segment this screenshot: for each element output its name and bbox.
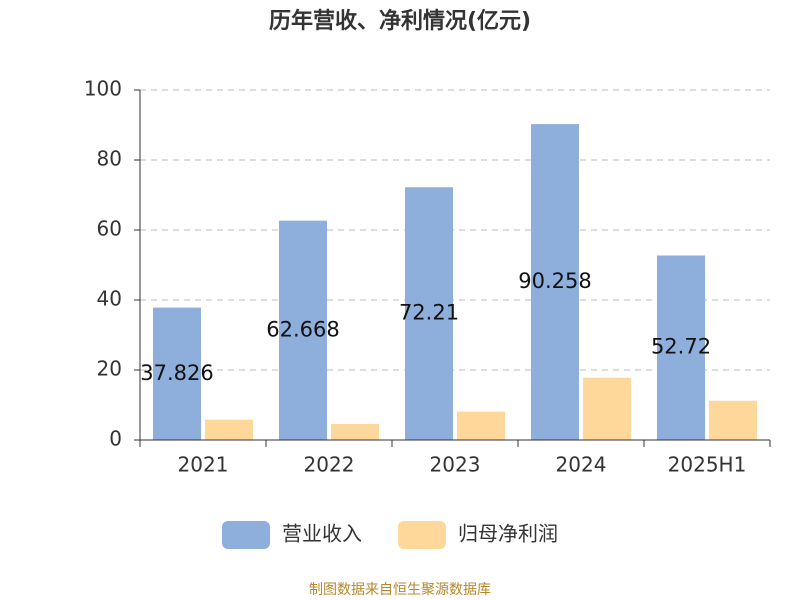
legend-label: 营业收入 bbox=[282, 522, 362, 546]
legend-swatch bbox=[398, 521, 446, 549]
bar bbox=[657, 255, 705, 440]
legend-label: 归母净利润 bbox=[458, 522, 558, 546]
y-tick-label: 40 bbox=[97, 287, 122, 311]
source-note: 制图数据来自恒生聚源数据库 bbox=[309, 582, 491, 598]
x-tick-label: 2025H1 bbox=[668, 453, 747, 477]
bar bbox=[709, 400, 757, 440]
chart-title: 历年营收、净利情况(亿元) bbox=[269, 8, 531, 34]
bar bbox=[583, 377, 631, 440]
y-tick-label: 60 bbox=[97, 217, 122, 241]
y-tick-label: 0 bbox=[109, 427, 122, 451]
x-tick-label: 2023 bbox=[430, 453, 481, 477]
data-label: 52.72 bbox=[651, 335, 711, 359]
legend-swatch bbox=[222, 521, 270, 549]
data-label: 72.21 bbox=[399, 301, 459, 325]
data-label: 90.258 bbox=[518, 269, 591, 293]
x-tick-label: 2024 bbox=[556, 453, 607, 477]
data-label: 62.668 bbox=[266, 317, 339, 341]
y-tick-label: 80 bbox=[97, 147, 122, 171]
bar bbox=[457, 411, 505, 440]
bar bbox=[331, 423, 379, 440]
bar bbox=[405, 187, 453, 440]
bar bbox=[205, 419, 253, 440]
bar bbox=[531, 124, 579, 441]
data-label: 37.826 bbox=[140, 361, 213, 385]
x-tick-label: 2022 bbox=[304, 453, 355, 477]
bar bbox=[153, 307, 201, 440]
bar bbox=[279, 220, 327, 440]
y-tick-label: 100 bbox=[84, 77, 122, 101]
y-tick-label: 20 bbox=[97, 357, 122, 381]
x-tick-label: 2021 bbox=[178, 453, 229, 477]
